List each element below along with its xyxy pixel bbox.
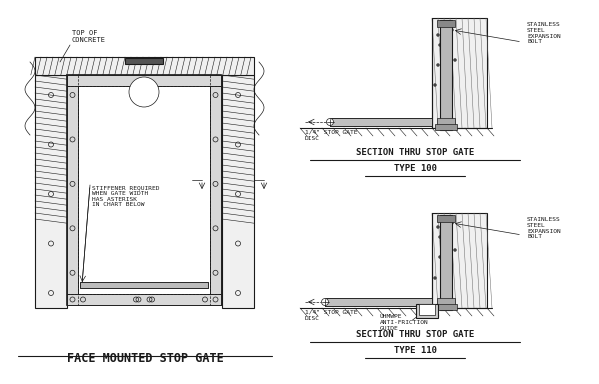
- Bar: [67, 75, 78, 305]
- Bar: [330, 118, 432, 126]
- Text: TOP OF
CONCRETE: TOP OF CONCRETE: [72, 30, 106, 43]
- Bar: [432, 18, 487, 128]
- Text: 1/4" STOP GATE
DISC: 1/4" STOP GATE DISC: [305, 130, 358, 141]
- Bar: [210, 75, 221, 305]
- Circle shape: [450, 28, 453, 31]
- Bar: [325, 298, 432, 306]
- Text: 1/4" STOP GATE
DISC: 1/4" STOP GATE DISC: [305, 310, 358, 321]
- Bar: [416, 304, 438, 318]
- Circle shape: [437, 63, 440, 66]
- Circle shape: [449, 268, 452, 270]
- Circle shape: [438, 235, 441, 238]
- Text: SECTION THRU STOP GATE: SECTION THRU STOP GATE: [356, 330, 474, 339]
- Circle shape: [437, 33, 440, 36]
- Bar: [67, 75, 221, 305]
- Bar: [437, 215, 455, 222]
- Bar: [330, 118, 432, 126]
- Text: TYPE 110: TYPE 110: [394, 346, 437, 355]
- Text: STIFFENER REQUIRED
WHEN GATE WIDTH
HAS ASTERISK
IN CHART BELOW: STIFFENER REQUIRED WHEN GATE WIDTH HAS A…: [92, 185, 159, 207]
- Bar: [67, 75, 78, 305]
- Bar: [210, 75, 221, 305]
- Circle shape: [449, 73, 452, 76]
- Circle shape: [434, 276, 437, 280]
- Circle shape: [129, 77, 159, 107]
- Circle shape: [443, 48, 446, 51]
- Bar: [419, 304, 435, 315]
- Bar: [67, 75, 221, 86]
- Text: UHMWPE
ANTI-FRICTION
GUIDE: UHMWPE ANTI-FRICTION GUIDE: [380, 314, 429, 331]
- Bar: [80, 282, 208, 288]
- Bar: [432, 213, 487, 308]
- Text: TYPE 100: TYPE 100: [394, 164, 437, 173]
- Bar: [125, 58, 163, 64]
- Bar: [440, 20, 452, 130]
- Circle shape: [326, 119, 334, 126]
- Bar: [35, 57, 254, 75]
- Text: FACE MOUNTED STOP GATE: FACE MOUNTED STOP GATE: [66, 352, 223, 365]
- Circle shape: [434, 83, 437, 86]
- Circle shape: [446, 93, 449, 96]
- Circle shape: [322, 298, 328, 306]
- Text: SECTION THRU STOP GATE: SECTION THRU STOP GATE: [356, 148, 474, 157]
- Text: STAINLESS
STEEL
EXPANSION
BOLT: STAINLESS STEEL EXPANSION BOLT: [527, 217, 561, 239]
- Circle shape: [437, 225, 440, 228]
- Circle shape: [450, 222, 453, 225]
- Bar: [440, 215, 452, 310]
- Bar: [325, 298, 432, 306]
- Bar: [67, 294, 221, 305]
- Circle shape: [453, 248, 456, 252]
- Bar: [437, 20, 455, 27]
- Text: STAINLESS
STEEL
EXPANSION
BOLT: STAINLESS STEEL EXPANSION BOLT: [527, 22, 561, 45]
- Circle shape: [443, 242, 446, 245]
- Bar: [222, 75, 254, 308]
- Bar: [80, 282, 208, 288]
- Bar: [437, 118, 455, 126]
- Bar: [67, 294, 221, 305]
- Bar: [435, 124, 457, 130]
- Bar: [437, 298, 455, 306]
- Bar: [67, 75, 221, 86]
- Circle shape: [453, 58, 456, 61]
- Bar: [435, 304, 457, 310]
- Bar: [35, 75, 67, 308]
- Circle shape: [438, 255, 441, 258]
- Circle shape: [438, 43, 441, 46]
